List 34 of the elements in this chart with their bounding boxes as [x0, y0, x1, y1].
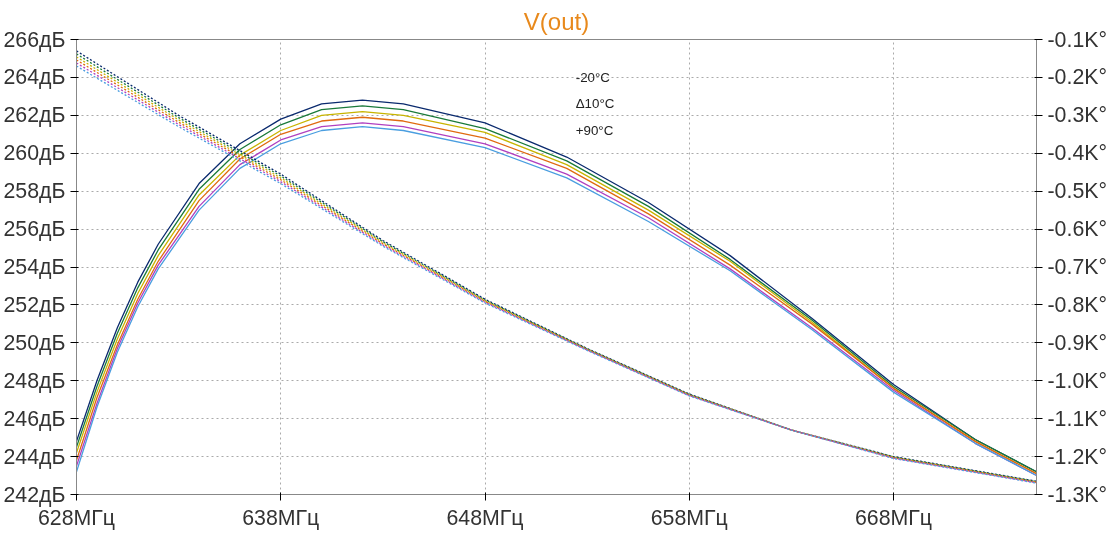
y-tick-label: 246дБ [3, 406, 66, 431]
x-tick-label: 648МГц [446, 505, 524, 530]
y-tick-label: 248дБ [3, 368, 66, 393]
y2-tick-label: -0.1K° [1047, 27, 1108, 52]
y-tick-label: 256дБ [3, 217, 66, 242]
y-tick-label: 262дБ [3, 103, 66, 128]
annotation: Δ10°C [575, 96, 615, 112]
x-tick-label: 668МГц [854, 505, 933, 530]
y2-tick-label: -0.3K° [1047, 103, 1108, 128]
x-tick-label: 638МГц [242, 505, 320, 530]
y-tick-label: 250дБ [3, 330, 66, 355]
y2-tick-label: -0.9K° [1047, 330, 1108, 355]
y-tick-label: 258дБ [3, 179, 66, 204]
annotation: -20°C [575, 70, 611, 85]
y-tick-label: 254дБ [3, 255, 66, 279]
y-tick-label: 252дБ [3, 292, 66, 317]
y2-tick-label: -0.5K° [1047, 179, 1108, 204]
y2-tick-label: -1.2K° [1047, 444, 1108, 469]
chart-title: V(out) [523, 7, 590, 35]
y2-tick-label: -1.0K° [1047, 368, 1108, 393]
y2-tick-label: -0.4K° [1047, 141, 1108, 166]
y-tick-label: 260дБ [3, 141, 66, 166]
y2-tick-label: -0.7K° [1047, 255, 1108, 279]
y2-tick-label: -1.1K° [1047, 406, 1108, 431]
y2-tick-label: -0.8K° [1047, 292, 1108, 317]
annotation: +90°C [575, 122, 614, 138]
y2-tick-label: -0.6K° [1047, 217, 1108, 242]
y-tick-label: 266дБ [3, 27, 66, 52]
x-tick-label: 658МГц [650, 505, 728, 530]
y-tick-label: 264дБ [3, 65, 66, 90]
y-tick-label: 242дБ [3, 482, 66, 507]
y-tick-label: 244дБ [3, 444, 66, 469]
y2-tick-label: -1.3K° [1047, 482, 1108, 507]
y2-tick-label: -0.2K° [1047, 65, 1108, 90]
